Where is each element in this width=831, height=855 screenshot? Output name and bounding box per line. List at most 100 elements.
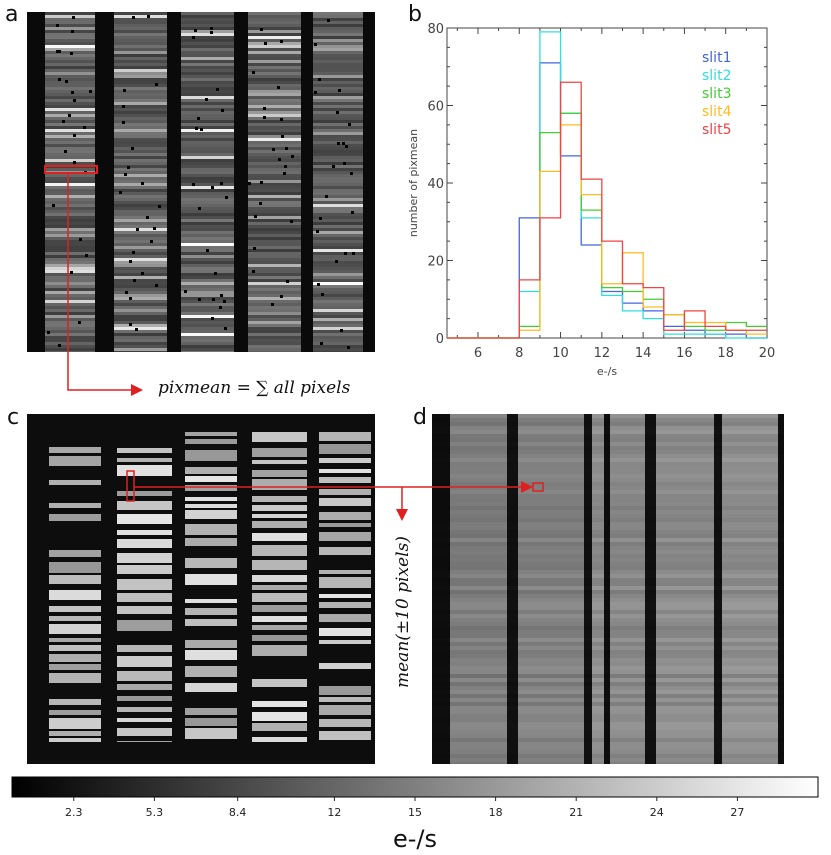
bad-pixel — [350, 172, 353, 175]
smoothed-image-d — [432, 414, 784, 764]
bad-pixel — [135, 328, 138, 331]
bad-pixel — [150, 240, 153, 243]
colorbar-tick-label: 15 — [408, 806, 422, 819]
colorbar-tick-label: 12 — [327, 806, 341, 819]
bad-pixel — [133, 279, 136, 282]
bad-pixel — [319, 217, 322, 220]
bad-pixel — [280, 118, 283, 121]
bad-pixel — [84, 171, 87, 174]
bad-pixel — [72, 16, 75, 19]
bad-pixel — [198, 207, 201, 210]
x-tick-label: 16 — [676, 346, 693, 361]
colorbar-tick-label: 21 — [569, 806, 583, 819]
bad-pixel — [70, 52, 73, 55]
slit-strip — [114, 12, 167, 352]
bad-pixel — [277, 86, 280, 89]
bad-pixel — [321, 293, 324, 296]
slit-strip — [248, 12, 301, 352]
bad-pixel — [325, 195, 328, 198]
bad-pixel — [220, 294, 223, 297]
y-tick-label: 0 — [436, 332, 444, 347]
colorbar-tick-label: 5.3 — [146, 806, 164, 819]
legend-slit4: slit4 — [702, 104, 732, 120]
bad-pixel — [254, 215, 257, 218]
bad-pixel — [58, 78, 61, 81]
bad-pixel — [125, 291, 128, 294]
bad-pixel — [155, 284, 158, 287]
bad-pixel — [71, 91, 74, 94]
x-tick-label: 12 — [594, 346, 611, 361]
bad-pixel — [73, 99, 76, 102]
bad-pixel — [351, 211, 354, 214]
bad-pixel — [131, 147, 134, 150]
bad-pixel — [260, 28, 263, 31]
x-tick-label: 14 — [635, 346, 652, 361]
bad-pixel — [286, 280, 289, 283]
bad-pixel — [146, 216, 149, 219]
colorbar-tick-label: 27 — [730, 806, 744, 819]
bad-pixel — [123, 89, 126, 92]
colorbar-label: e-/s — [393, 825, 437, 853]
bad-pixel — [210, 27, 213, 30]
bad-pixel — [271, 303, 274, 306]
bad-pixel — [65, 80, 68, 83]
slit-strip — [45, 12, 95, 352]
bad-pixel — [192, 183, 195, 186]
bad-pixel — [122, 105, 125, 108]
panel-label-a: a — [5, 2, 19, 27]
bad-pixel — [58, 344, 61, 347]
bad-pixel — [337, 142, 340, 145]
bad-pixel — [219, 306, 222, 309]
bad-pixel — [78, 321, 81, 324]
bad-pixel — [71, 30, 74, 33]
pixmean-formula: pixmean = ∑ all pixels — [158, 378, 351, 398]
bad-pixel — [216, 88, 219, 91]
bad-pixel — [141, 272, 144, 275]
bad-pixel — [336, 111, 339, 114]
bad-pixel — [192, 36, 195, 39]
bad-pixel — [89, 90, 92, 93]
bad-pixel — [224, 327, 227, 330]
legend-slit1: slit1 — [702, 50, 731, 66]
y-tick-label: 80 — [427, 22, 444, 37]
bad-pixel — [263, 107, 266, 110]
colorbar-tick-label: 2.3 — [65, 806, 83, 819]
bad-pixel — [332, 165, 335, 168]
bad-pixel — [122, 121, 125, 124]
bad-pixel — [340, 329, 343, 332]
bad-pixel — [280, 295, 283, 298]
bad-pixel — [252, 71, 255, 74]
colorbar-tick-label: 8.4 — [229, 806, 247, 819]
slit-strip — [319, 432, 371, 742]
colorbar-tick-label: 24 — [650, 806, 664, 819]
bad-pixel — [316, 230, 319, 233]
bad-pixel — [211, 317, 214, 320]
bad-pixel — [58, 50, 61, 53]
bad-pixel — [68, 114, 71, 117]
bad-pixel — [212, 298, 215, 301]
bad-pixel — [317, 283, 320, 286]
bad-pixel — [281, 135, 284, 138]
bad-pixel — [225, 196, 228, 199]
bad-pixel — [264, 42, 267, 45]
bad-pixel — [153, 227, 156, 230]
bad-pixel — [210, 31, 213, 34]
bad-pixel — [338, 89, 341, 92]
bad-pixel — [343, 162, 346, 165]
bad-pixel — [211, 186, 214, 189]
bad-pixel — [141, 182, 144, 185]
panel-label-b: b — [408, 2, 422, 27]
bad-pixel — [327, 19, 330, 22]
bad-pixel — [129, 297, 132, 300]
bad-pixel — [290, 220, 293, 223]
bad-pixel — [197, 117, 200, 120]
x-axis-label: e-/s — [597, 365, 617, 378]
slit-strip — [252, 432, 307, 742]
bad-pixel — [64, 150, 67, 153]
y-tick-label: 60 — [427, 100, 444, 115]
bad-pixel — [85, 254, 88, 257]
plot-frame — [446, 27, 768, 339]
series-slit3 — [447, 112, 767, 339]
bad-pixel — [259, 202, 262, 205]
y-tick-label: 40 — [427, 177, 444, 192]
